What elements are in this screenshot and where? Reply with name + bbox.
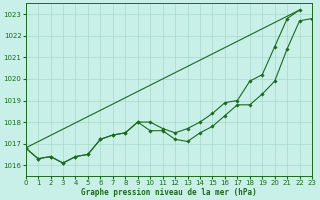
X-axis label: Graphe pression niveau de la mer (hPa): Graphe pression niveau de la mer (hPa) (81, 188, 257, 197)
